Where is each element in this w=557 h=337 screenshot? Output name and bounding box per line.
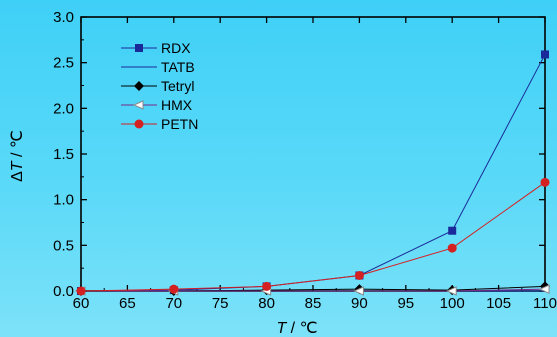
series-line-hmx xyxy=(81,288,546,292)
x-axis-title: T / ℃ xyxy=(276,320,317,337)
legend-label-hmx: HMX xyxy=(161,97,193,113)
data-point-petn xyxy=(169,284,179,294)
legend-label-tetryl: Tetryl xyxy=(161,78,194,94)
x-tick-label: 75 xyxy=(212,295,229,312)
y-axis-title: ΔT / ℃ xyxy=(9,130,26,182)
legend-item-hmx: HMX xyxy=(121,97,193,113)
legend-marker xyxy=(134,119,144,129)
data-point-hmx xyxy=(353,286,364,296)
y-axis-title-unit: / ℃ xyxy=(9,130,26,161)
x-tick-label: 100 xyxy=(440,295,465,312)
y-tick-label: 1.0 xyxy=(53,192,74,209)
data-point-petn xyxy=(354,270,364,280)
legend-item-rdx: RDX xyxy=(121,40,191,56)
x-tick-label: 85 xyxy=(305,295,322,312)
x-tick-label: 65 xyxy=(119,295,136,312)
y-tick-label: 0.5 xyxy=(53,237,74,254)
data-point-hmx xyxy=(445,286,457,296)
legend-label-rdx: RDX xyxy=(161,40,191,56)
y-axis-title-symbol: T xyxy=(9,160,26,171)
x-tick-label: 95 xyxy=(397,295,414,312)
x-tick-label: 60 xyxy=(73,295,90,312)
x-axis-title-unit: / ℃ xyxy=(286,320,317,337)
legend-item-tetryl: Tetryl xyxy=(121,78,194,94)
legend-item-tatb: TATB xyxy=(121,59,195,75)
legend-marker xyxy=(132,100,144,110)
y-tick-label: 2.5 xyxy=(53,55,74,72)
legend: RDX TATB Tetryl HMX PETN xyxy=(121,40,198,132)
data-point-petn xyxy=(76,286,86,296)
y-tick-label: 2.0 xyxy=(53,100,74,117)
x-tick-label: 70 xyxy=(165,295,182,312)
series-line-petn xyxy=(80,181,546,292)
y-tick-label: 3.0 xyxy=(53,9,74,26)
legend-label-tatb: TATB xyxy=(161,59,195,75)
series-line-rdx xyxy=(80,54,546,292)
plot-area: 60 65 70 75 80 85 90 95 100 105 110 0.0 0.5 1.0 1.5 2.0… xyxy=(53,9,557,312)
data-point-rdx xyxy=(448,226,457,235)
x-axis-title-symbol: T xyxy=(276,320,287,337)
data-point-rdx xyxy=(541,50,549,59)
x-tick-label: 80 xyxy=(258,295,275,312)
plot-border xyxy=(80,16,546,292)
y-axis-title-prefix: Δ xyxy=(9,171,26,182)
x-tick-label: 105 xyxy=(486,295,511,312)
x-tick-label: 110 xyxy=(533,295,557,312)
y-tick-label: 1.5 xyxy=(53,146,74,163)
series-layer xyxy=(74,50,550,296)
data-point-hmx xyxy=(538,284,550,294)
x-tick-label: 90 xyxy=(351,295,368,312)
data-point-petn xyxy=(262,281,272,291)
data-point-petn xyxy=(540,177,550,187)
legend-label-petn: PETN xyxy=(161,116,198,132)
data-point-petn xyxy=(447,243,457,253)
legend-marker xyxy=(134,81,144,91)
y-tick-label: 0.0 xyxy=(53,283,74,300)
series-petn xyxy=(76,177,550,296)
legend-marker xyxy=(135,44,143,52)
legend-item-petn: PETN xyxy=(121,116,198,132)
series-rdx xyxy=(77,50,549,295)
